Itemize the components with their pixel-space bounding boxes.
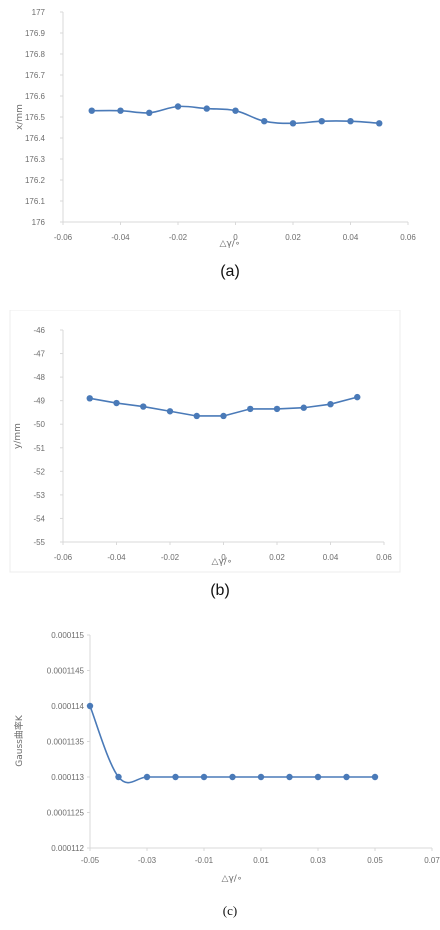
y-tick-label: 0.000112 [51, 844, 84, 853]
data-point [86, 395, 93, 402]
data-point [286, 773, 293, 781]
data-point [229, 773, 236, 781]
data-point [140, 403, 147, 410]
chart-c: 0.000115 0.0001145 0.000114 0.0001135 0.0001… [13, 631, 440, 918]
y-tick-label: 0.000115 [51, 631, 84, 640]
y-tick-label: 176.6 [25, 92, 46, 101]
data-point [300, 404, 307, 411]
data-point [88, 107, 95, 114]
data-point [203, 105, 210, 112]
chart-frame [9, 310, 401, 573]
x-tick-label: 0.03 [310, 856, 326, 865]
y-tick-label: 176.8 [25, 50, 46, 59]
data-point [117, 107, 124, 114]
x-tick-label: -0.04 [111, 233, 130, 242]
x-tick-label: 0.04 [343, 233, 359, 242]
data-point [146, 109, 153, 117]
y-tick-label: 176.2 [25, 176, 46, 185]
x-tick-label: 0.04 [323, 553, 339, 562]
y-tick-label: -52 [33, 467, 45, 476]
data-point [327, 401, 334, 408]
x-tick-label: -0.06 [54, 233, 73, 242]
y-tick-label: 176 [32, 218, 46, 227]
figure-caption: (b) [210, 582, 230, 599]
y-tick-label: -46 [33, 326, 45, 335]
x-axis-label: △γ/∘ [222, 874, 243, 884]
y-tick-label: 176.7 [25, 71, 46, 80]
y-tick-label: 176.3 [25, 155, 46, 164]
x-tick-label: 0.06 [400, 233, 416, 242]
y-tick-label: 0.000113 [51, 773, 84, 782]
y-tick-label: 0.0001125 [47, 809, 85, 818]
data-point [232, 107, 239, 114]
data-point [318, 118, 325, 125]
x-axis-label: △γ/∘ [212, 557, 233, 567]
chart-b: -46 -47 -48 -49 -50 -51 -52 -53 -54 -55 -0.06 -0.04… [9, 310, 401, 599]
y-tick-label: 0.000114 [51, 702, 84, 711]
x-tick-label: -0.03 [138, 856, 157, 865]
y-tick-label: -51 [33, 444, 45, 453]
data-point [166, 408, 174, 415]
data-point [220, 412, 227, 420]
data-point [273, 405, 281, 413]
x-tick-label: 0.05 [367, 856, 383, 865]
data-point [347, 118, 354, 125]
data-point [314, 773, 322, 781]
y-tick-label: 176.9 [25, 29, 46, 38]
data-point [257, 773, 265, 781]
y-tick-label: 176.5 [25, 113, 46, 122]
data-point [172, 773, 179, 781]
data-point [247, 405, 254, 413]
data-point [193, 412, 200, 420]
data-point [371, 773, 379, 781]
series-line [89, 705, 375, 784]
y-tick-label: -47 [33, 350, 45, 359]
x-axis-label: △γ/∘ [220, 239, 241, 249]
y-tick-label: 176.1 [25, 197, 46, 206]
chart-a: 176 176.1 176.2 176.3 176.4 176.5 176.6 176.7 17… [15, 8, 416, 280]
y-tick-label: -55 [33, 538, 45, 547]
y-tick-label: 177 [32, 8, 46, 17]
y-axis-label: x/mm [15, 104, 25, 130]
data-point [143, 773, 151, 781]
data-point [261, 118, 268, 125]
data-point [354, 393, 361, 401]
x-tick-label: 0.02 [285, 233, 301, 242]
x-tick-label: 0.06 [376, 553, 392, 562]
figure-caption: (a) [220, 263, 240, 280]
x-tick-label: -0.01 [195, 856, 214, 865]
x-tick-label: -0.05 [81, 856, 100, 865]
x-tick-label: 0.01 [253, 856, 269, 865]
x-tick-label: -0.04 [107, 553, 126, 562]
data-point [86, 702, 94, 710]
data-point [200, 773, 208, 781]
y-tick-label: -54 [33, 514, 45, 523]
x-tick-label: 0 [233, 233, 238, 242]
y-tick-label: -50 [33, 420, 45, 429]
y-tick-label: 0.0001145 [47, 667, 85, 676]
y-tick-label: -53 [33, 491, 45, 500]
y-axis-label: Gauss曲率K [13, 714, 25, 767]
y-tick-label: 176.4 [25, 134, 46, 143]
y-axis-label: y/mm [13, 423, 23, 449]
data-point [376, 120, 383, 127]
data-point [113, 399, 120, 407]
y-tick-label: -49 [33, 397, 45, 406]
x-tick-label: -0.02 [161, 553, 180, 562]
y-tick-label: -48 [33, 373, 45, 382]
x-tick-label: 0.07 [424, 856, 440, 865]
figure-caption: (c) [223, 903, 237, 918]
x-tick-label: -0.06 [54, 553, 73, 562]
x-tick-label: 0 [221, 553, 226, 562]
data-point [289, 120, 297, 127]
x-tick-label: -0.02 [169, 233, 188, 242]
data-point [115, 773, 122, 781]
data-point [174, 103, 182, 110]
y-tick-label: 0.0001135 [47, 738, 85, 747]
data-point [343, 773, 350, 781]
x-tick-label: 0.02 [269, 553, 285, 562]
